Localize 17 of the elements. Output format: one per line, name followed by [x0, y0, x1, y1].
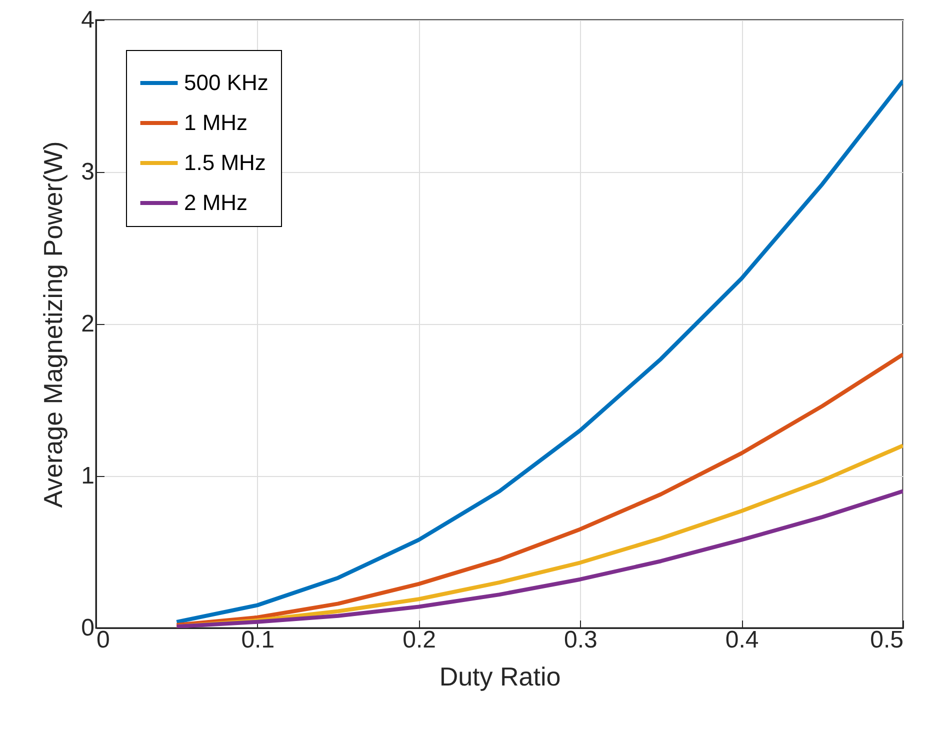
line-series	[174, 489, 903, 628]
x-axis-title: Duty Ratio	[439, 662, 561, 692]
y-tick-label: 2	[81, 310, 94, 338]
legend-label: 1 MHz	[184, 110, 248, 135]
y-tick-label: 1	[81, 462, 94, 490]
x-tick-label: 0.2	[402, 626, 436, 654]
line-series	[174, 352, 903, 627]
y-tick-label: 4	[81, 6, 94, 34]
x-tick-label: 0.1	[241, 626, 275, 654]
legend-label: 2 MHz	[184, 190, 248, 215]
y-tick-label: 3	[81, 158, 94, 186]
legend-label: 1.5 MHz	[184, 150, 266, 175]
x-tick-label: 0.4	[725, 626, 759, 654]
x-tick-label: 0.5	[870, 626, 904, 654]
x-tick-label: 0.3	[564, 626, 598, 654]
y-axis-title: Average Magnetizing Power(W)	[38, 141, 68, 508]
legend-label: 500 KHz	[184, 70, 268, 95]
